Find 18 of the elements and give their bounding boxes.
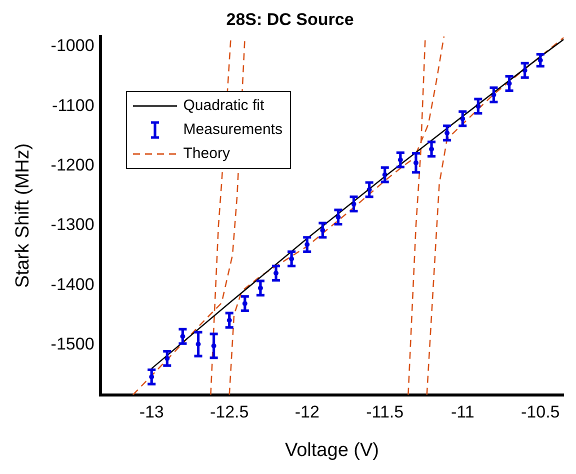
y-tick-label: -1200 [50, 155, 94, 174]
legend-label: Measurements [183, 120, 282, 140]
y-tick-label: -1300 [50, 215, 94, 234]
x-tick-label: -13 [139, 402, 164, 422]
y-axis-title: Stark Shift (MHz) [12, 143, 34, 288]
y-tick-label: -1500 [50, 334, 94, 354]
legend-label: Theory [183, 144, 230, 164]
y-tick-label: -1400 [50, 274, 94, 294]
x-tick-label: -10.5 [521, 402, 560, 422]
x-tick-label: -11 [450, 402, 474, 422]
x-tick-label: -11.5 [366, 402, 404, 422]
y-tick-label: -1100 [52, 96, 94, 115]
chart-title: 28S: DC Source [226, 10, 354, 29]
x-tick-label: -12.5 [210, 402, 249, 422]
x-tick-label: -12 [294, 402, 320, 422]
legend-label: Quadratic fit [183, 96, 264, 116]
x-axis-title: Voltage (V) [284, 440, 379, 461]
y-tick-label: -1000 [50, 36, 94, 56]
